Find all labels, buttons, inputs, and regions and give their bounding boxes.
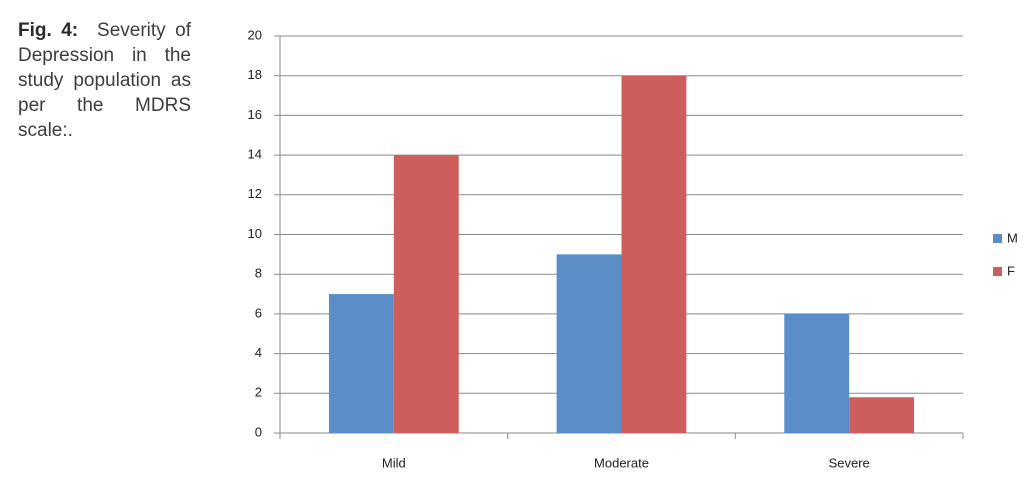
bar <box>621 75 687 433</box>
caption-text: Severity of Depression in the study popu… <box>18 20 191 141</box>
bar <box>556 254 622 433</box>
y-tick-label: 2 <box>255 385 262 400</box>
x-tick-label: Mild <box>382 455 406 470</box>
y-tick-label: 20 <box>248 27 262 42</box>
legend-swatch <box>993 267 1002 276</box>
caption-label: Fig. 4: <box>18 20 79 41</box>
bar <box>784 313 850 433</box>
bar <box>328 294 394 433</box>
y-tick-label: 0 <box>255 424 262 439</box>
legend-swatch <box>993 234 1002 243</box>
y-tick-label: 14 <box>248 147 262 162</box>
bar <box>393 155 459 433</box>
x-tick-label: Moderate <box>594 455 649 470</box>
legend-label: M <box>1007 230 1018 245</box>
y-tick-label: 4 <box>255 345 262 360</box>
y-tick-label: 18 <box>248 67 262 82</box>
y-tick-label: 6 <box>255 305 262 320</box>
y-tick-label: 10 <box>248 226 262 241</box>
bar <box>849 397 915 433</box>
x-tick-label: Severe <box>829 455 870 470</box>
y-tick-label: 12 <box>248 186 262 201</box>
y-tick-label: 16 <box>248 107 262 122</box>
legend-label: F <box>1007 263 1015 278</box>
y-tick-label: 8 <box>255 266 262 281</box>
figure-caption: Fig. 4: Severity of Depression in the st… <box>18 18 191 143</box>
